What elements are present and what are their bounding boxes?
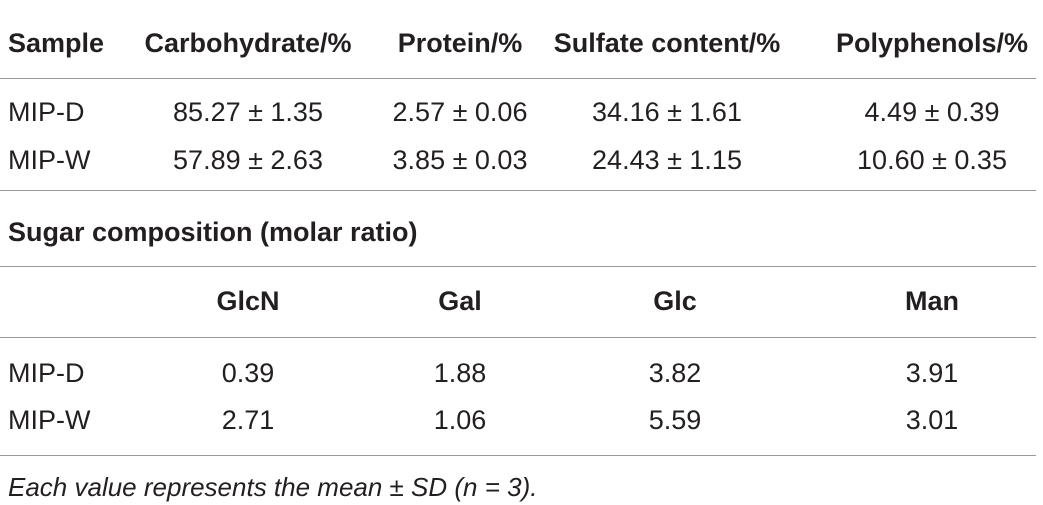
column-header: GlcN <box>216 286 280 316</box>
column-header: Polyphenols/% <box>835 28 1029 58</box>
cell: 85.27 ± 1.35 <box>173 97 323 127</box>
section-title: Sugar composition (molar ratio) <box>8 217 418 247</box>
column-header: Gal <box>438 286 482 316</box>
cell: 3.91 <box>905 358 959 388</box>
cell: 2.57 ± 0.06 <box>392 97 528 127</box>
row-label: MIP-W <box>8 405 91 435</box>
cell: 10.60 ± 0.35 <box>857 145 1007 175</box>
cell: 4.49 ± 0.39 <box>864 97 1000 127</box>
column-header: Protein/% <box>397 28 523 58</box>
row-label: MIP-W <box>8 145 91 175</box>
cell: 3.82 <box>648 358 702 388</box>
rule <box>0 78 1036 79</box>
cell: 24.43 ± 1.15 <box>592 145 742 175</box>
cell: 34.16 ± 1.61 <box>592 97 742 127</box>
column-header: Carbohydrate/% <box>144 28 352 58</box>
column-header: Glc <box>653 286 697 316</box>
cell: 5.59 <box>648 405 702 435</box>
cell: 0.39 <box>221 358 275 388</box>
cell: 1.88 <box>433 358 487 388</box>
cell: 2.71 <box>221 405 275 435</box>
rule <box>0 455 1036 456</box>
footnote: Each value represents the mean ± SD (n =… <box>8 472 538 502</box>
rule <box>0 190 1036 191</box>
cell: 3.85 ± 0.03 <box>392 145 528 175</box>
column-header: Man <box>905 286 959 316</box>
column-header: Sulfate content/% <box>553 28 781 58</box>
row-label: MIP-D <box>8 97 85 127</box>
cell: 1.06 <box>433 405 487 435</box>
row-label: MIP-D <box>8 358 85 388</box>
column-header: Sample <box>8 28 105 58</box>
cell: 3.01 <box>905 405 959 435</box>
rule <box>0 337 1036 338</box>
rule <box>0 266 1036 267</box>
cell: 57.89 ± 2.63 <box>173 145 323 175</box>
